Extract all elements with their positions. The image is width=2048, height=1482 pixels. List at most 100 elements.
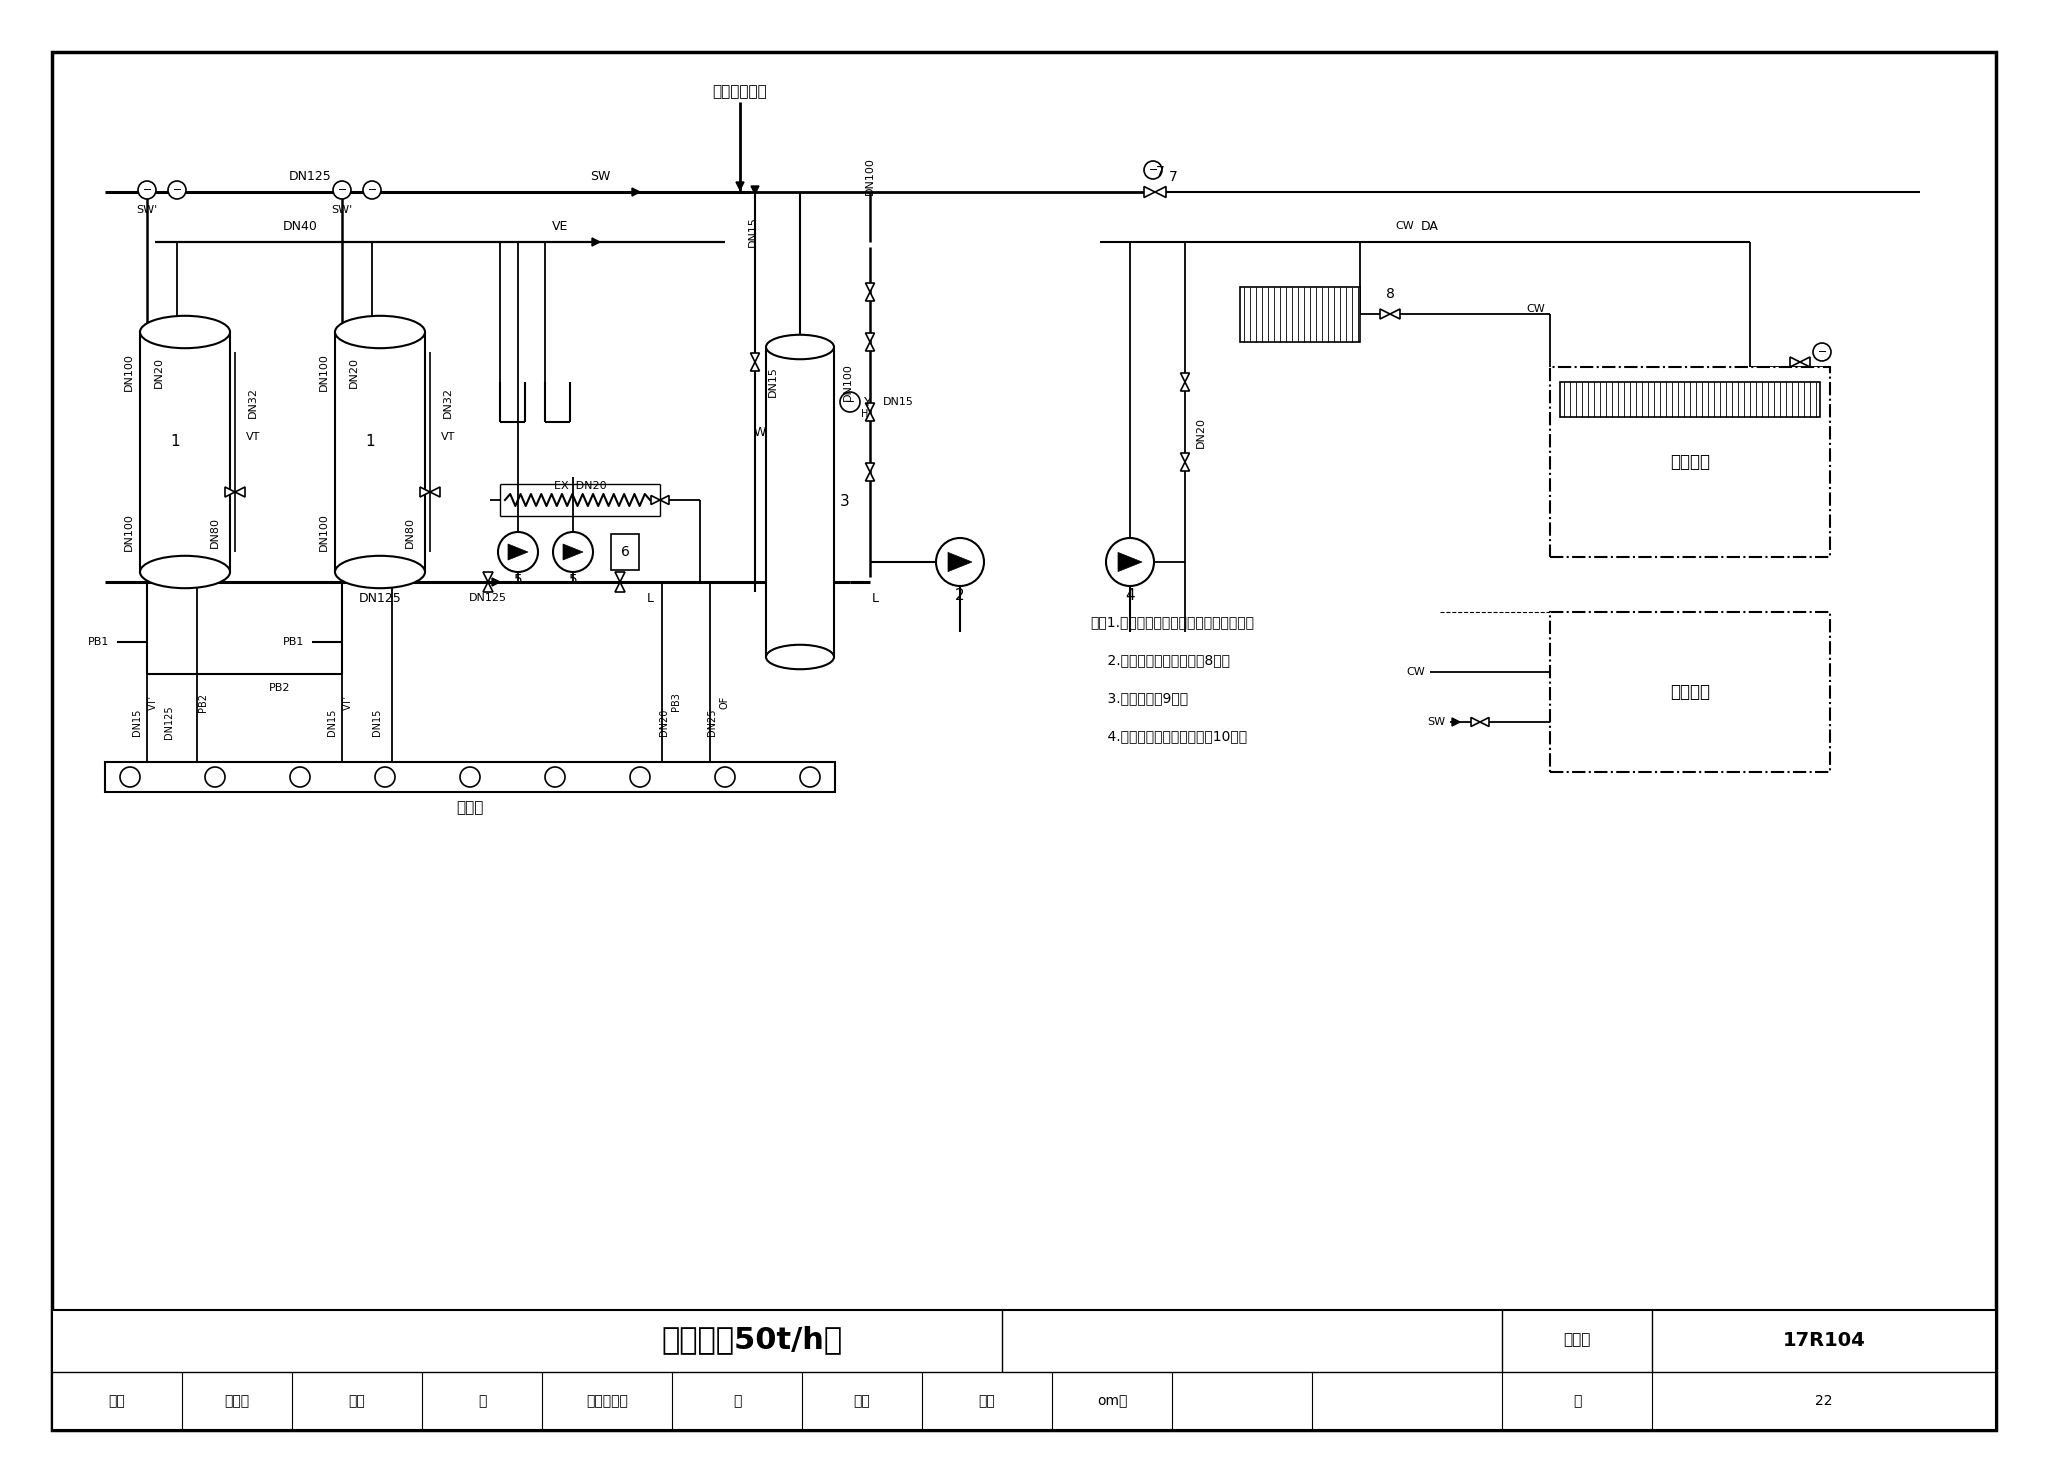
Text: VT: VT xyxy=(246,431,260,442)
Polygon shape xyxy=(866,462,874,471)
Polygon shape xyxy=(633,188,639,196)
Polygon shape xyxy=(483,582,494,591)
Ellipse shape xyxy=(766,335,834,359)
Text: L: L xyxy=(647,591,653,605)
Text: PB2: PB2 xyxy=(199,692,209,711)
Text: om达: om达 xyxy=(1098,1395,1126,1408)
Text: SW: SW xyxy=(1427,717,1446,728)
Text: DN125: DN125 xyxy=(164,705,174,740)
Text: VT': VT' xyxy=(342,695,352,710)
Text: PB2: PB2 xyxy=(268,683,291,694)
Polygon shape xyxy=(659,495,670,504)
Text: DN125: DN125 xyxy=(289,169,332,182)
Text: 图集号: 图集号 xyxy=(1563,1332,1591,1347)
Polygon shape xyxy=(735,182,743,190)
Text: 刘达: 刘达 xyxy=(979,1395,995,1408)
Bar xyxy=(51,1310,1997,1430)
Bar xyxy=(1550,612,1831,772)
Text: DN125: DN125 xyxy=(469,593,508,603)
Bar xyxy=(1561,382,1821,416)
Ellipse shape xyxy=(139,556,229,588)
Circle shape xyxy=(334,181,350,199)
Polygon shape xyxy=(430,488,440,496)
Polygon shape xyxy=(225,488,236,496)
Text: 车卫彤: 车卫彤 xyxy=(225,1395,250,1408)
Polygon shape xyxy=(592,239,600,246)
Polygon shape xyxy=(1790,357,1800,368)
Polygon shape xyxy=(750,362,760,370)
Text: 4: 4 xyxy=(1124,588,1135,603)
Polygon shape xyxy=(508,544,528,560)
Text: CW: CW xyxy=(1395,221,1415,231)
Bar xyxy=(139,332,229,572)
Circle shape xyxy=(137,181,156,199)
Text: 7: 7 xyxy=(1169,170,1178,184)
Text: DN80: DN80 xyxy=(211,517,219,547)
Text: DN15: DN15 xyxy=(131,708,141,735)
Circle shape xyxy=(1812,342,1831,362)
Text: PB1: PB1 xyxy=(88,637,109,648)
Text: 注：1.双点划线设备表示由用户自行配套。: 注：1.双点划线设备表示由用户自行配套。 xyxy=(1090,615,1253,628)
Polygon shape xyxy=(1470,717,1481,726)
Circle shape xyxy=(631,768,649,787)
Polygon shape xyxy=(1155,187,1165,197)
Text: DN100: DN100 xyxy=(125,513,133,551)
Text: 来自自来水管: 来自自来水管 xyxy=(713,84,768,99)
Text: 3.图例详见第9页。: 3.图例详见第9页。 xyxy=(1090,691,1188,705)
Text: SW': SW' xyxy=(137,205,158,215)
Circle shape xyxy=(1106,538,1153,585)
Text: DN32: DN32 xyxy=(248,387,258,418)
Text: 22: 22 xyxy=(1815,1395,1833,1408)
Text: 1: 1 xyxy=(170,434,180,449)
Text: DN100: DN100 xyxy=(125,353,133,391)
Text: 页: 页 xyxy=(1573,1395,1581,1408)
Circle shape xyxy=(545,768,565,787)
Polygon shape xyxy=(236,488,246,496)
Text: DN15: DN15 xyxy=(328,708,338,735)
Text: 制图: 制图 xyxy=(348,1395,365,1408)
Text: 肌: 肌 xyxy=(477,1395,485,1408)
Polygon shape xyxy=(866,283,874,292)
Polygon shape xyxy=(1481,717,1489,726)
Text: 2: 2 xyxy=(954,588,965,603)
Circle shape xyxy=(715,768,735,787)
Text: SW': SW' xyxy=(332,205,352,215)
Text: DN32: DN32 xyxy=(442,387,453,418)
Circle shape xyxy=(121,768,139,787)
Polygon shape xyxy=(1118,553,1143,572)
Bar xyxy=(610,534,639,571)
Polygon shape xyxy=(866,333,874,342)
Polygon shape xyxy=(866,471,874,482)
Circle shape xyxy=(375,768,395,787)
Text: 5: 5 xyxy=(514,574,522,587)
Text: W: W xyxy=(754,425,766,439)
Text: 1: 1 xyxy=(365,434,375,449)
Circle shape xyxy=(168,181,186,199)
Circle shape xyxy=(801,768,819,787)
Circle shape xyxy=(205,768,225,787)
Polygon shape xyxy=(866,412,874,421)
Text: 系统图（50t/h）: 系统图（50t/h） xyxy=(662,1325,842,1355)
Bar xyxy=(766,347,834,657)
Polygon shape xyxy=(651,495,659,504)
Ellipse shape xyxy=(336,556,426,588)
Text: 2.设备名称及编号详见第8页。: 2.设备名称及编号详见第8页。 xyxy=(1090,654,1231,667)
Ellipse shape xyxy=(139,316,229,348)
Text: VT: VT xyxy=(440,431,455,442)
Bar xyxy=(1550,368,1831,557)
Circle shape xyxy=(362,181,381,199)
Text: DN20: DN20 xyxy=(659,708,670,735)
Text: DN80: DN80 xyxy=(406,517,416,547)
Text: 设计: 设计 xyxy=(854,1395,870,1408)
Text: Y: Y xyxy=(864,396,872,409)
Polygon shape xyxy=(1800,357,1810,368)
Polygon shape xyxy=(1180,462,1190,471)
Circle shape xyxy=(840,393,860,412)
Text: 4.管道名称及管段号详见第10页。: 4.管道名称及管段号详见第10页。 xyxy=(1090,729,1247,742)
Text: 除氧水箱: 除氧水箱 xyxy=(1669,453,1710,471)
Text: VE: VE xyxy=(551,219,567,233)
Polygon shape xyxy=(492,578,500,585)
Polygon shape xyxy=(483,572,494,582)
Text: DN25: DN25 xyxy=(707,708,717,735)
Text: 软化水箱: 软化水箱 xyxy=(1669,683,1710,701)
